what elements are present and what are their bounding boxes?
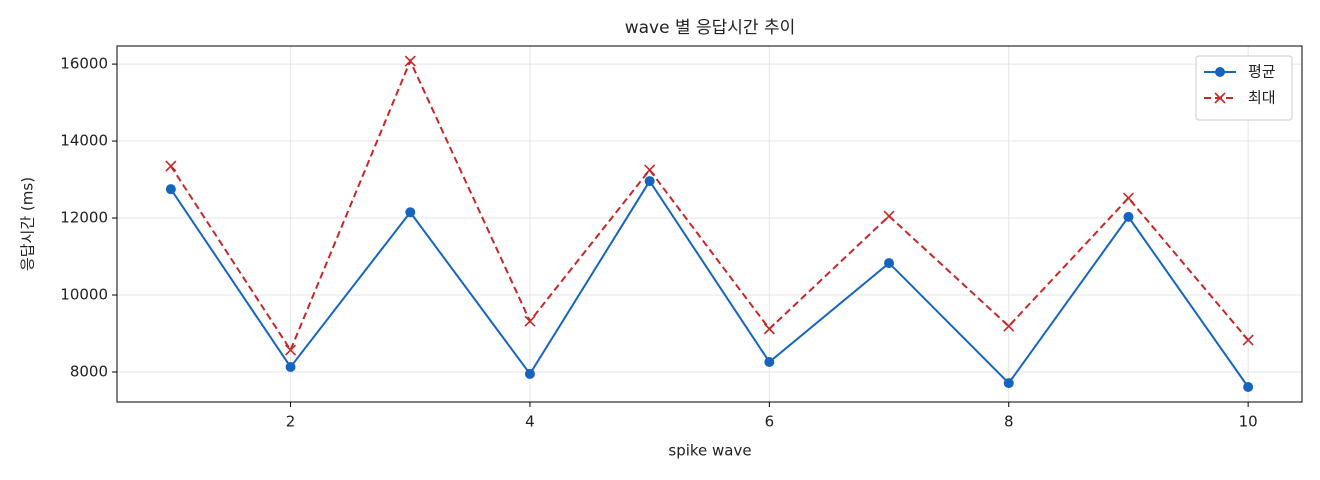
series-line [170, 179, 1249, 388]
y-tick-label: 16000 [60, 55, 108, 73]
data-point [1242, 334, 1254, 346]
data-point [883, 210, 895, 222]
data-point [644, 164, 656, 176]
data-point [524, 368, 535, 379]
plot-frame [116, 45, 1303, 403]
data-point [764, 356, 775, 367]
data-point [1003, 320, 1015, 332]
data-point [1123, 211, 1134, 222]
x-tick-label: 6 [765, 413, 775, 431]
data-point [165, 184, 176, 195]
data-point [404, 55, 416, 67]
data-point [165, 160, 177, 172]
legend-label: 최대 [1248, 89, 1276, 107]
y-tick-label: 12000 [60, 209, 108, 227]
y-tick-label: 8000 [70, 362, 108, 380]
legend-marker [1215, 67, 1225, 77]
data-point [1122, 192, 1135, 204]
data-point [405, 207, 416, 218]
y-axis-label: 응답시간 (ms) [19, 177, 37, 271]
data-point [1243, 381, 1254, 392]
legend-box [1195, 55, 1293, 121]
data-point [285, 361, 296, 372]
data-point [763, 323, 775, 335]
data-point [1003, 378, 1014, 389]
x-tick-label: 2 [286, 413, 296, 431]
series-line [170, 58, 1249, 353]
x-tick-label: 8 [1004, 413, 1014, 431]
y-tick-label: 10000 [60, 286, 108, 304]
legend-marker [1214, 92, 1226, 104]
y-tick-label: 14000 [60, 132, 108, 150]
x-tick-label: 10 [1239, 413, 1258, 431]
data-point [524, 315, 536, 327]
chart-title: wave 별 응답시간 추이 [625, 18, 796, 38]
data-point [884, 258, 895, 269]
data-point [284, 344, 297, 356]
data-point [644, 176, 655, 187]
x-tick-label: 4 [525, 413, 535, 431]
x-axis-label: spike wave [668, 442, 751, 460]
legend-label: 평균 [1248, 63, 1276, 81]
